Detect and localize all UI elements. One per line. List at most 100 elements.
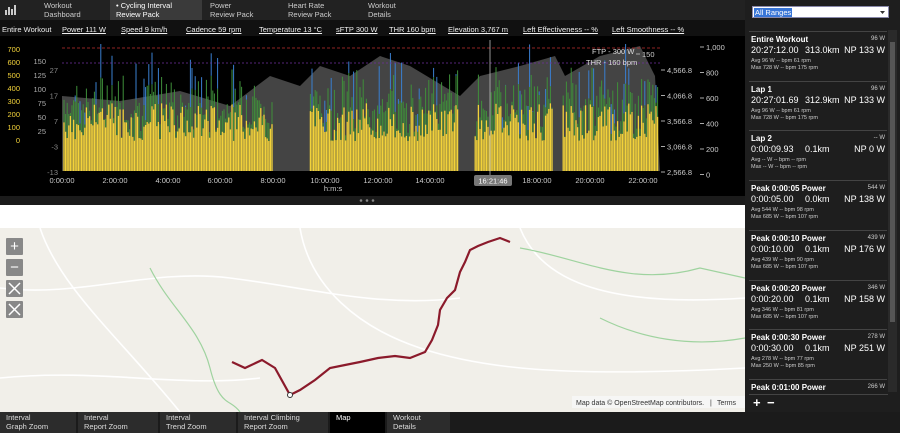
splitter[interactable]	[0, 196, 745, 205]
left-axis-2-label: 100	[33, 85, 46, 94]
left-axis-2-label: 50	[38, 113, 46, 122]
left-axis-1-label: 0	[16, 136, 20, 145]
top-tab-line: Review Pack	[210, 10, 254, 19]
lap-avg: Avg 96 W -- bpm 61 rpm	[751, 58, 811, 64]
lap-max: Max 728 W -- bpm 175 rpm	[751, 65, 818, 71]
bottom-tab[interactable]: Interval Graph Zoom	[0, 410, 76, 433]
route-start	[287, 392, 293, 398]
bottom-tab[interactable]: Interval Climbing Report Zoom	[238, 410, 328, 433]
left-axis-2-label: 125	[33, 71, 46, 80]
lap-right-value: 439 W	[867, 234, 885, 241]
bottom-tab[interactable]: Interval Trend Zoom	[160, 410, 236, 433]
top-tab-line: Workout	[44, 1, 72, 10]
left-axis-3-label: 7	[54, 117, 58, 126]
x-axis-title: h:m:s	[324, 184, 343, 193]
lap-item[interactable]: Peak 0:01:00 Power 266 W	[749, 378, 887, 428]
bottom-tab[interactable]: Interval Report Zoom	[78, 410, 158, 433]
lap-title: Peak 0:00:05 Power	[751, 184, 826, 194]
bottom-tab-line: Interval	[166, 413, 191, 422]
right-axis-1-label: 4,066.8	[667, 92, 692, 101]
right-axis-1-label: 4,566.8	[667, 66, 692, 75]
left-axis-3-label: -13	[47, 168, 58, 177]
metric[interactable]: sFTP 300 W	[336, 25, 378, 34]
left-axis-3-label: 27	[50, 66, 58, 75]
lap-right-value: 96 W	[870, 85, 885, 92]
roads	[0, 228, 745, 412]
lap-item[interactable]: Peak 0:00:10 Power 439 W 0:00:10.00 0.1km NP…	[749, 229, 887, 279]
thr-label: THR - 160 bpm	[586, 58, 637, 67]
lap-right-value: 544 W	[867, 185, 885, 192]
lap-max: Max 685 W -- bpm 107 rpm	[751, 263, 818, 270]
splitter-dots	[359, 199, 375, 202]
lap-right-value: 266 W	[867, 383, 885, 390]
lap-time: 0:00:30.00	[751, 343, 794, 354]
lap-avg: Avg -- W -- bpm -- rpm	[751, 157, 806, 164]
right-axis-2-label: 1,000	[706, 43, 725, 52]
lap-item[interactable]: Peak 0:00:30 Power 278 W 0:00:30.00 0.1km NP…	[749, 329, 887, 378]
bottom-tab-line: Graph Zoom	[6, 422, 49, 431]
metric[interactable]: Cadence 59 rpm	[186, 25, 242, 34]
lap-distance: 0.1km	[805, 243, 830, 254]
cursor-time: 16:21:46	[478, 177, 507, 186]
left-axis-2-label: 150	[33, 57, 46, 66]
lap-item[interactable]: Peak 0:00:05 Power 544 W 0:00:05.00 0.0km NP…	[749, 180, 887, 229]
terms-link[interactable]: Terms	[717, 400, 737, 407]
lap-time: 0:00:09.93	[751, 144, 794, 155]
x-tick-label: 0:00:00	[49, 176, 74, 185]
extent-button[interactable]	[6, 301, 23, 318]
metric[interactable]: Power 111 W	[62, 25, 106, 34]
lap-item[interactable]: Entire Workout 96 W 20:27:12.00 313.0km NP 1…	[749, 31, 887, 80]
x-tick-label: 12:00:00	[363, 176, 392, 185]
left-axis-3-label: 17	[50, 92, 58, 101]
metric[interactable]: Left Smoothness -- %	[612, 25, 685, 34]
lap-title: Peak 0:00:20 Power	[751, 283, 826, 293]
lap-item[interactable]: Lap 2 -- W 0:00:09.93 0.1km NP 0 W Avg -- W -…	[749, 130, 887, 179]
top-tab[interactable]: Power Review Pack	[204, 0, 280, 20]
right-axis-2-label: 400	[706, 120, 719, 129]
bottom-tab-line: Interval	[6, 413, 31, 422]
fullscreen-button[interactable]	[6, 280, 23, 297]
range-select-text: All Ranges	[754, 8, 793, 17]
lap-time: 0:00:05.00	[751, 194, 794, 205]
bottom-tab-line: Interval	[84, 413, 109, 422]
scroll-thumb[interactable]	[890, 42, 895, 322]
top-tab[interactable]: Heart Rate Review Pack	[282, 0, 360, 20]
range-select[interactable]: All Ranges	[752, 6, 889, 18]
scrollbar[interactable]	[888, 30, 897, 392]
lap-avg: Avg 346 W -- bpm 81 rpm	[751, 306, 814, 313]
map: + − Map data © OpenStreetMap contributor…	[0, 228, 745, 412]
zoom-in-button[interactable]: +	[6, 238, 23, 255]
lap-avg: Avg 96 W -- bpm 61 rpm	[751, 107, 811, 114]
left-axis-1-label: 200	[7, 110, 20, 119]
metric[interactable]: THR 160 bpm	[389, 25, 436, 34]
x-tick-label: 6:00:00	[207, 176, 232, 185]
map-background	[0, 228, 745, 412]
top-tab[interactable]: • Cycling Interval Review Pack	[110, 0, 202, 20]
bottom-tab-bar: Interval Graph Zoom Interval Report Zoom Int…	[0, 205, 745, 433]
lap-item[interactable]: Lap 1 96 W 20:27:01.69 312.9km NP 133 W Avg 9…	[749, 80, 887, 130]
top-tab-bar: Workout Dashboard • Cycling Interval Review…	[0, 0, 745, 20]
lap-button[interactable]: +	[753, 395, 761, 410]
lap-button[interactable]: −	[767, 395, 775, 410]
lap-item[interactable]: Peak 0:00:20 Power 346 W 0:00:20.00 0.1km NP…	[749, 279, 887, 329]
boundaries	[149, 247, 745, 412]
top-tab[interactable]: Workout Details	[362, 0, 424, 20]
top-tab[interactable]: Workout Dashboard	[38, 0, 108, 20]
bottom-tab-line: Details	[393, 422, 416, 431]
bottom-tab[interactable]: Map	[330, 410, 385, 433]
metric[interactable]: Speed 9 km/h	[121, 25, 168, 34]
lap-avg: Avg 278 W -- bpm 77 rpm	[751, 356, 814, 363]
dropdown-arrow	[880, 11, 885, 14]
zoom-out-button[interactable]: −	[6, 259, 23, 276]
zoom-in-label: +	[10, 238, 19, 255]
ftp-label: FTP - 300 W	[592, 47, 635, 56]
bottom-tab-line: Interval Climbing	[244, 413, 300, 422]
top-tab-line: Workout	[368, 1, 396, 10]
bottom-tab[interactable]: Workout Details	[387, 410, 450, 433]
lap-np: NP 0 W	[854, 144, 885, 155]
metric[interactable]: Left Effectiveness -- %	[523, 25, 598, 34]
metric[interactable]: Elevation 3,767 m	[448, 25, 509, 34]
x-tick-label: 20:00:00	[575, 176, 604, 185]
metric[interactable]: Temperature 13 °C	[259, 25, 323, 34]
x-tick-label: 22:00:00	[628, 176, 657, 185]
